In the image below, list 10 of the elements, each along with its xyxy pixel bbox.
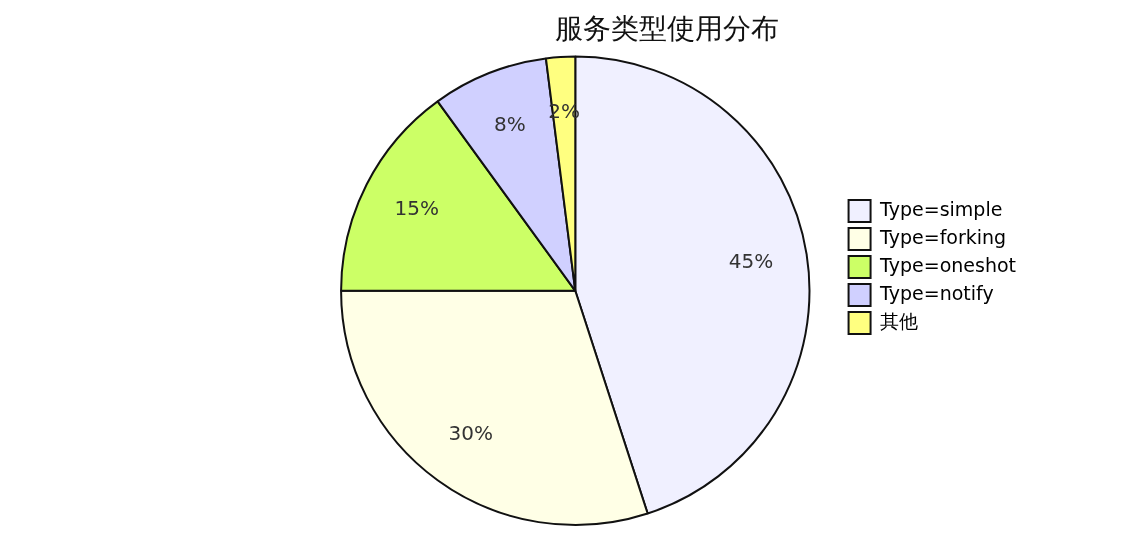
data-label: 45% bbox=[728, 249, 774, 274]
legend-label: Type=forking bbox=[879, 225, 1007, 248]
legend-label: Type=simple bbox=[879, 197, 1003, 220]
legend-label: Type=notify bbox=[879, 281, 994, 304]
legend-label: Type=oneshot bbox=[879, 253, 1017, 276]
chart-title: 服务类型使用分布 bbox=[555, 12, 779, 46]
data-label: 15% bbox=[394, 196, 439, 221]
legend-label: 其他 bbox=[880, 309, 919, 332]
data-label: 30% bbox=[448, 421, 493, 445]
data-label: 8% bbox=[493, 111, 526, 136]
